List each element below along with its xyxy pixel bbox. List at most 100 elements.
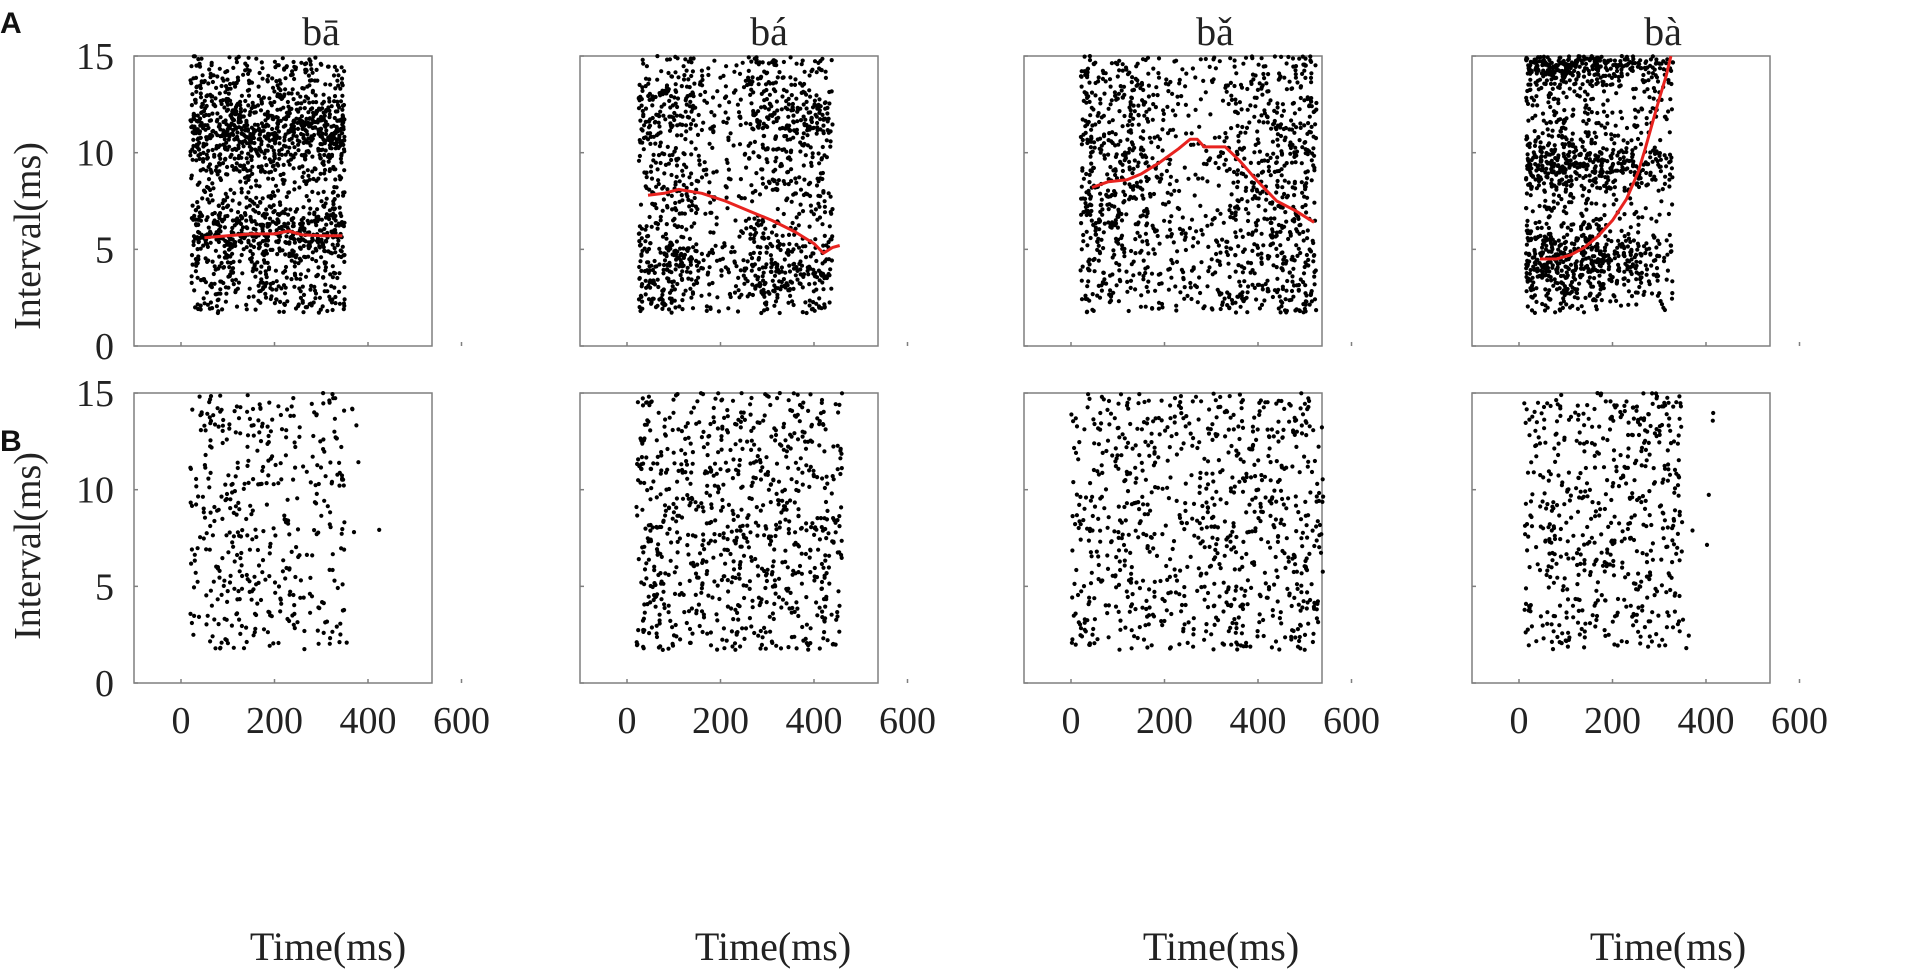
- scatter-point: [1276, 143, 1281, 148]
- scatter-point: [1302, 123, 1307, 128]
- scatter-point: [769, 257, 774, 262]
- scatter-point: [673, 82, 678, 87]
- scatter-point: [1611, 72, 1616, 77]
- scatter-point: [796, 223, 801, 228]
- scatter-point: [1232, 83, 1237, 89]
- scatter-point: [289, 136, 294, 141]
- scatter-point: [821, 190, 826, 195]
- scatter-point: [197, 180, 202, 185]
- scatter-point: [1260, 287, 1265, 292]
- scatter-point: [1172, 59, 1177, 64]
- scatter-point: [327, 167, 333, 172]
- scatter-point: [1110, 272, 1115, 277]
- scatter-point: [1612, 256, 1617, 261]
- scatter-point: [795, 109, 800, 114]
- scatter-point: [1117, 68, 1122, 73]
- scatter-point: [1128, 114, 1133, 119]
- scatter-point: [1166, 287, 1171, 292]
- scatter-point: [814, 70, 819, 75]
- scatter-point: [1227, 306, 1232, 311]
- scatter-point: [256, 298, 261, 303]
- scatter-point: [1262, 76, 1267, 81]
- scatter-point: [1289, 118, 1294, 123]
- scatter-point: [1109, 61, 1114, 66]
- scatter-point: [1199, 260, 1204, 265]
- scatter-point: [333, 294, 338, 300]
- scatter-point: [748, 225, 754, 230]
- scatter-point: [741, 85, 747, 90]
- scatter-point: [342, 134, 347, 139]
- scatter-point: [1601, 89, 1607, 94]
- scatter-point: [1185, 293, 1190, 298]
- scatter-point: [1215, 239, 1220, 244]
- scatter-point: [781, 179, 786, 184]
- scatter-point: [772, 289, 777, 294]
- scatter-point: [757, 192, 763, 197]
- scatter-point: [747, 78, 752, 83]
- scatter-point: [1159, 172, 1164, 177]
- scatter-point: [215, 117, 220, 122]
- scatter-point: [314, 100, 319, 105]
- scatter-point: [726, 167, 732, 172]
- scatter-point: [1552, 81, 1557, 86]
- scatter-point: [750, 292, 756, 298]
- scatter-point: [243, 98, 248, 104]
- scatter-point: [330, 307, 335, 313]
- scatter-point: [1300, 71, 1305, 76]
- scatter-point: [222, 250, 227, 255]
- scatter-point: [272, 193, 277, 198]
- scatter-point: [646, 297, 652, 302]
- scatter-point: [654, 206, 659, 211]
- scatter-point: [712, 113, 717, 118]
- scatter-point: [330, 275, 335, 280]
- scatter-point: [338, 86, 343, 91]
- scatter-point: [310, 154, 315, 159]
- scatter-point: [744, 266, 749, 271]
- scatter-point: [1259, 231, 1264, 236]
- scatter-point: [307, 230, 312, 235]
- scatter-point: [214, 85, 219, 90]
- scatter-point: [275, 125, 280, 130]
- scatter-point: [683, 123, 689, 128]
- scatter-point: [1251, 77, 1256, 82]
- scatter-point: [1611, 147, 1616, 153]
- scatter-point: [1135, 78, 1140, 83]
- scatter-point: [775, 108, 780, 113]
- y-axis-label: Interval(ms): [7, 142, 49, 330]
- scatter-point: [291, 155, 296, 160]
- scatter-point: [279, 147, 284, 152]
- scatter-point: [301, 292, 307, 297]
- scatter-point: [272, 59, 277, 64]
- scatter-point: [223, 191, 228, 196]
- scatter-point: [1282, 255, 1287, 260]
- scatter-point: [1135, 82, 1141, 87]
- scatter-point: [228, 187, 233, 192]
- scatter-point: [816, 268, 822, 273]
- scatter-point: [332, 246, 337, 251]
- scatter-point: [1233, 310, 1239, 315]
- scatter-point: [195, 143, 200, 148]
- scatter-point: [1091, 222, 1096, 227]
- scatter-point: [324, 212, 329, 217]
- scatter-point: [235, 130, 240, 135]
- scatter-point: [324, 222, 329, 227]
- scatter-point: [1160, 201, 1166, 206]
- scatter-point: [1143, 266, 1148, 271]
- scatter-point: [246, 103, 251, 108]
- scatter-point: [636, 158, 642, 163]
- scatter-point: [1115, 96, 1120, 101]
- scatter-point: [1256, 203, 1261, 209]
- scatter-point: [275, 161, 280, 166]
- scatter-point: [263, 124, 268, 129]
- scatter-point: [276, 129, 281, 134]
- scatter-point: [737, 234, 742, 239]
- scatter-point: [649, 134, 654, 139]
- scatter-point: [661, 262, 667, 268]
- scatter-point: [714, 169, 719, 174]
- scatter-point: [706, 66, 711, 71]
- scatter-point: [760, 142, 765, 147]
- scatter-point: [312, 210, 317, 215]
- scatter-point: [256, 246, 261, 251]
- scatter-point: [810, 306, 815, 311]
- scatter-point: [1304, 181, 1309, 186]
